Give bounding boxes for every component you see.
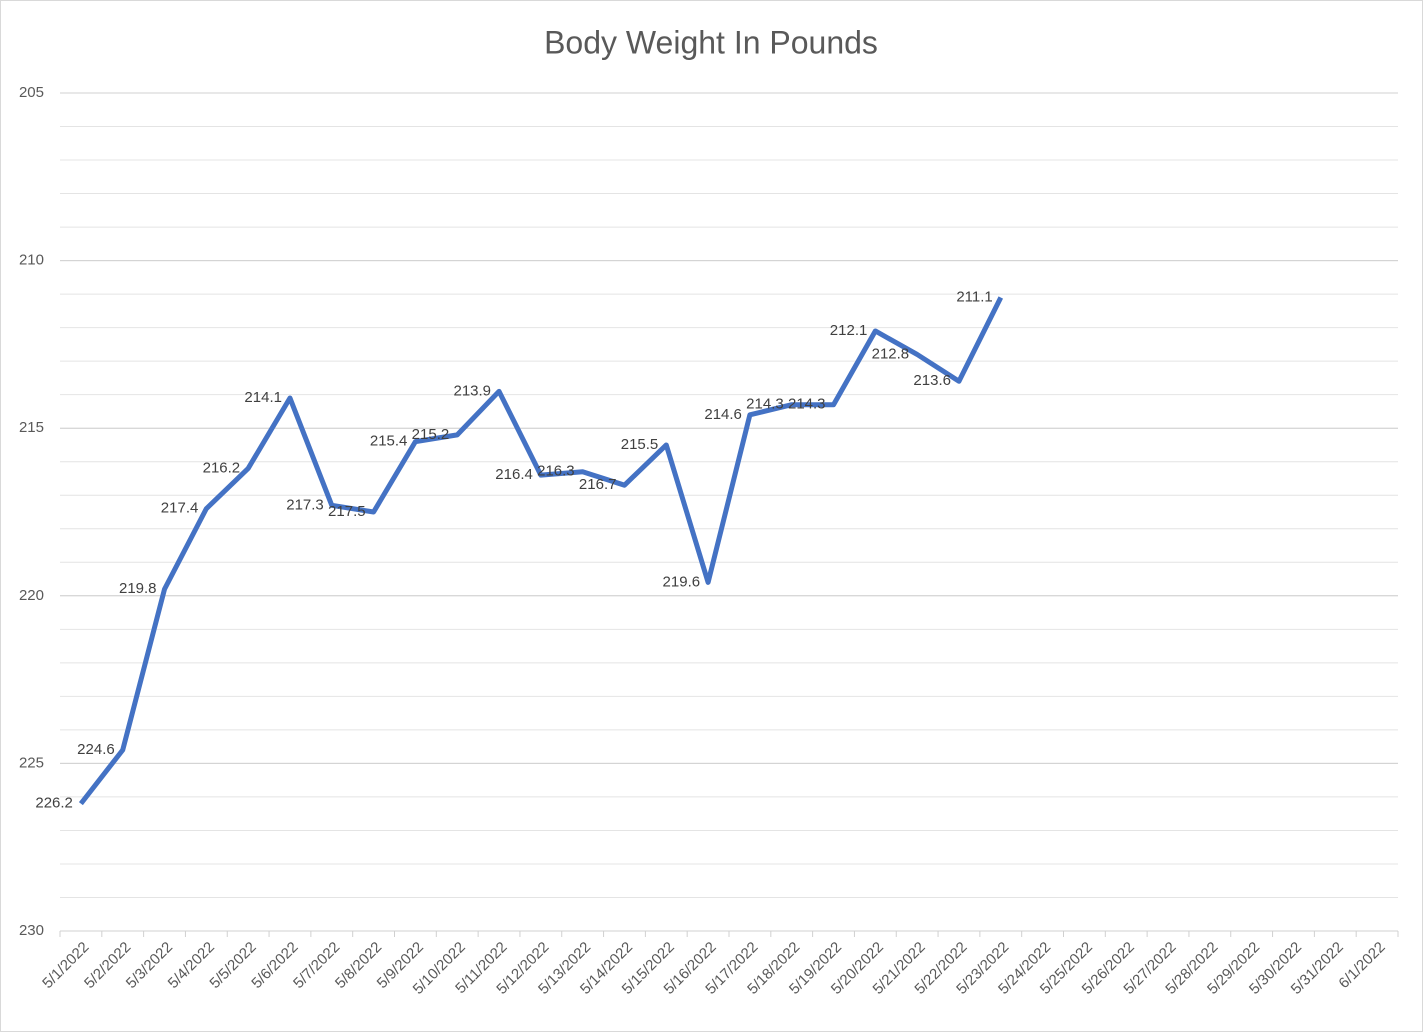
data-label: 219.6 bbox=[663, 573, 701, 590]
y-tick-label: 215 bbox=[19, 419, 44, 436]
data-label: 214.3 bbox=[788, 396, 826, 413]
data-label: 212.8 bbox=[872, 345, 910, 362]
chart-title: Body Weight In Pounds bbox=[544, 24, 878, 60]
data-label: 226.2 bbox=[35, 795, 73, 812]
data-label: 215.4 bbox=[370, 433, 408, 450]
y-tick-label: 205 bbox=[19, 84, 44, 101]
data-label: 214.3 bbox=[746, 396, 784, 413]
data-label: 212.1 bbox=[830, 322, 868, 339]
data-label: 216.2 bbox=[203, 459, 241, 476]
data-label: 217.5 bbox=[328, 503, 366, 520]
data-label: 216.7 bbox=[579, 476, 617, 493]
data-label: 217.4 bbox=[161, 500, 199, 517]
data-label: 213.9 bbox=[453, 382, 491, 399]
data-label: 217.3 bbox=[286, 496, 324, 513]
y-tick-label: 230 bbox=[19, 922, 44, 939]
y-tick-label: 225 bbox=[19, 754, 44, 771]
data-label: 211.1 bbox=[956, 288, 992, 305]
data-label: 216.3 bbox=[537, 463, 575, 480]
y-tick-label: 220 bbox=[19, 587, 44, 604]
data-label: 219.8 bbox=[119, 580, 157, 597]
data-label: 213.6 bbox=[913, 372, 951, 389]
data-label: 215.2 bbox=[412, 426, 450, 443]
y-tick-label: 210 bbox=[19, 252, 44, 269]
line bbox=[78, 296, 1004, 806]
data-label: 215.5 bbox=[621, 436, 659, 453]
data-label: 216.4 bbox=[495, 466, 533, 483]
data-label: 214.6 bbox=[704, 406, 742, 423]
data-label: 224.6 bbox=[77, 741, 115, 758]
data-label: 214.1 bbox=[244, 389, 282, 406]
